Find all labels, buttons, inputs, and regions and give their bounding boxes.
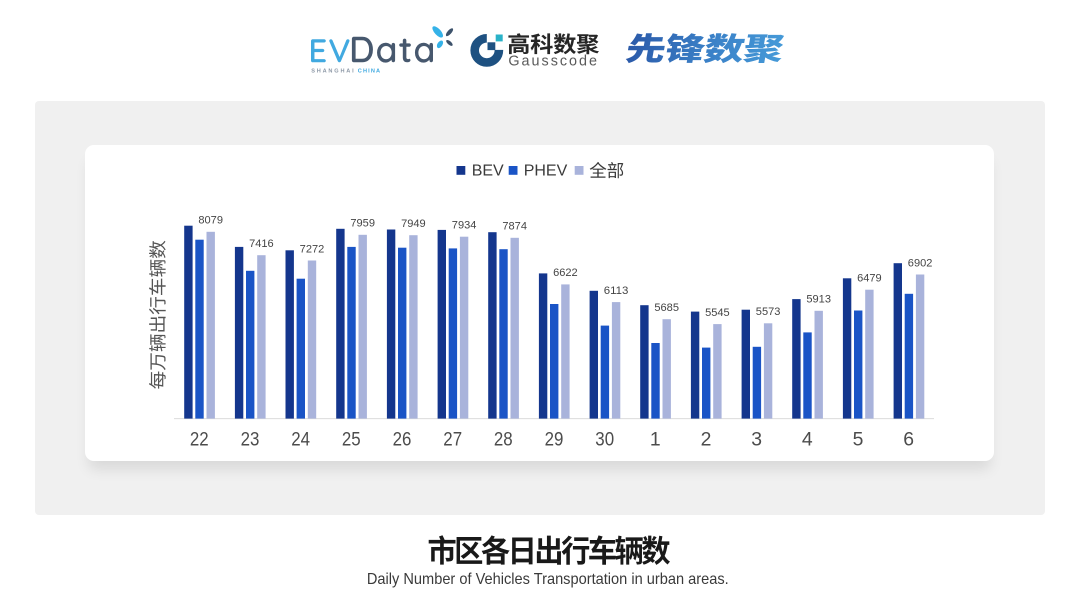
- svg-text:5685: 5685: [654, 302, 679, 314]
- svg-text:PHEV: PHEV: [524, 162, 568, 179]
- svg-text:BEV: BEV: [472, 162, 504, 179]
- svg-text:22: 22: [190, 429, 209, 451]
- svg-text:25: 25: [342, 429, 361, 451]
- svg-text:6479: 6479: [857, 273, 882, 285]
- svg-text:1: 1: [650, 429, 661, 451]
- svg-text:7272: 7272: [300, 243, 325, 255]
- svg-text:6622: 6622: [553, 267, 578, 279]
- svg-text:7949: 7949: [401, 218, 426, 230]
- svg-text:5573: 5573: [756, 306, 781, 318]
- svg-text:5545: 5545: [705, 307, 730, 319]
- svg-text:5: 5: [853, 429, 864, 451]
- svg-text:28: 28: [494, 429, 513, 451]
- svg-text:8079: 8079: [198, 215, 223, 227]
- svg-text:5913: 5913: [806, 294, 831, 306]
- svg-text:7416: 7416: [249, 238, 274, 250]
- svg-text:Daily Number of Vehicles Trans: Daily Number of Vehicles Transportation …: [367, 571, 729, 588]
- svg-text:7934: 7934: [452, 220, 477, 232]
- svg-text:29: 29: [545, 429, 564, 451]
- svg-text:6: 6: [903, 429, 914, 451]
- svg-text:23: 23: [241, 429, 260, 451]
- svg-text:27: 27: [443, 429, 462, 451]
- svg-text:7874: 7874: [502, 221, 527, 233]
- svg-text:6113: 6113: [604, 285, 629, 297]
- svg-text:CHINA: CHINA: [358, 68, 380, 74]
- svg-text:3: 3: [751, 429, 762, 451]
- svg-text:4: 4: [802, 429, 813, 451]
- svg-text:24: 24: [291, 429, 310, 451]
- svg-text:26: 26: [393, 429, 412, 451]
- svg-text:Gausscode: Gausscode: [508, 54, 599, 70]
- svg-text:SHANGHAI: SHANGHAI: [311, 68, 354, 74]
- svg-text:2: 2: [701, 429, 712, 451]
- svg-text:6902: 6902: [908, 257, 933, 269]
- svg-text:7959: 7959: [350, 218, 375, 230]
- svg-text:30: 30: [595, 429, 614, 451]
